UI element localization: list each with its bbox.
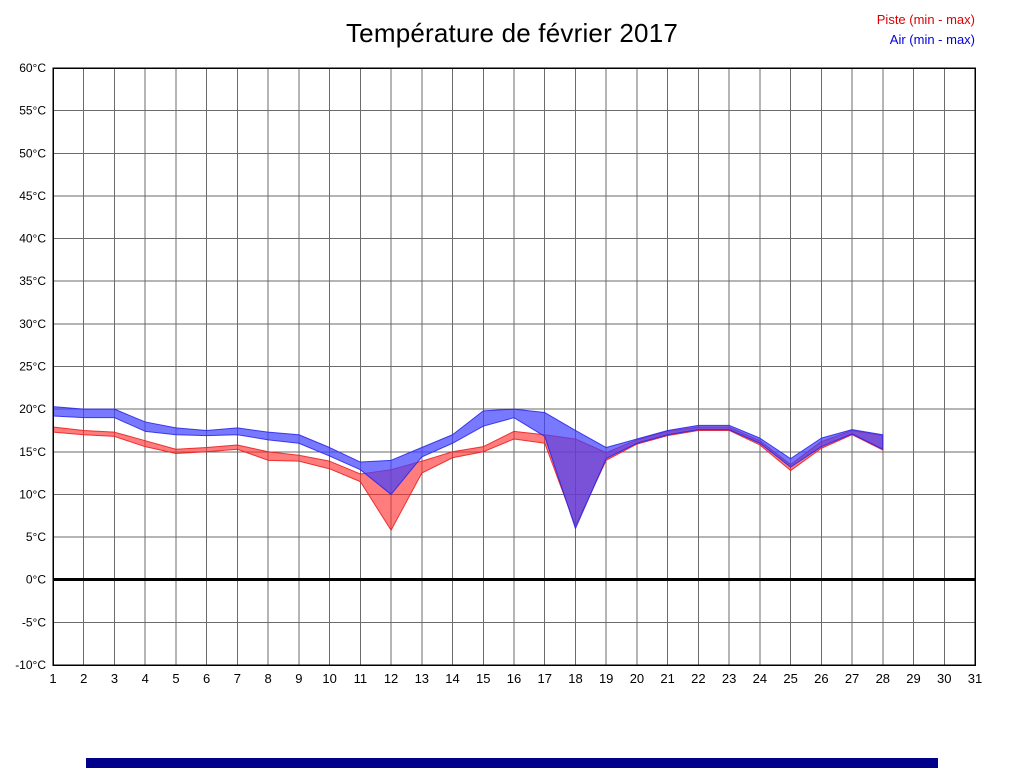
y-axis-label: 55°C — [19, 104, 46, 118]
x-axis-label: 16 — [507, 671, 521, 686]
x-axis-label: 11 — [354, 671, 368, 686]
x-axis-label: 19 — [599, 671, 613, 686]
y-axis-label: 30°C — [19, 317, 46, 331]
chart-legend: Piste (min - max) Air (min - max) — [877, 10, 975, 50]
x-axis-label: 12 — [384, 671, 398, 686]
x-axis-label: 29 — [906, 671, 920, 686]
x-axis-label: 3 — [111, 671, 118, 686]
x-axis-label: 23 — [722, 671, 736, 686]
x-axis-label: 1 — [49, 671, 56, 686]
legend-air: Air (min - max) — [889, 32, 975, 47]
x-axis-label: 26 — [814, 671, 828, 686]
x-axis-label: 20 — [630, 671, 644, 686]
y-axis-label: 20°C — [19, 402, 46, 416]
y-axis-label: 40°C — [19, 232, 46, 246]
x-axis-label: 22 — [691, 671, 705, 686]
plot-border — [52, 67, 976, 666]
y-axis-label: 60°C — [19, 61, 46, 75]
y-axis-label: -10°C — [15, 658, 46, 672]
y-axis-label: -5°C — [22, 615, 46, 629]
x-axis-label: 30 — [937, 671, 951, 686]
x-axis-label: 7 — [234, 671, 241, 686]
x-axis-label: 24 — [753, 671, 767, 686]
x-axis-label: 25 — [783, 671, 797, 686]
x-axis-label: 10 — [322, 671, 336, 686]
x-axis-label: 15 — [476, 671, 490, 686]
x-axis-label: 4 — [142, 671, 149, 686]
y-axis-label: 0°C — [26, 573, 46, 587]
x-axis-label: 13 — [415, 671, 429, 686]
legend-piste: Piste (min - max) — [876, 12, 975, 27]
y-axis-label: 25°C — [19, 360, 46, 374]
x-axis-label: 6 — [203, 671, 210, 686]
x-axis-label: 18 — [568, 671, 582, 686]
x-axis-label: 28 — [876, 671, 890, 686]
x-axis-label: 17 — [537, 671, 551, 686]
x-axis-label: 14 — [445, 671, 459, 686]
band-piste — [52, 426, 884, 531]
bottom-scrollbar[interactable] — [86, 758, 938, 768]
y-axis-label: 15°C — [19, 445, 46, 459]
x-axis-label: 9 — [295, 671, 302, 686]
x-axis-label: 2 — [80, 671, 87, 686]
y-axis-label: 35°C — [19, 274, 46, 288]
x-axis-label: 5 — [172, 671, 179, 686]
chart-title: Température de février 2017 — [345, 18, 679, 48]
y-axis-label: 10°C — [19, 487, 46, 501]
x-axis-label: 8 — [265, 671, 272, 686]
y-axis-label: 45°C — [19, 189, 46, 203]
y-axis-label: 50°C — [19, 146, 46, 160]
x-axis-label: 21 — [660, 671, 674, 686]
band-air — [52, 406, 884, 530]
y-axis-label: 5°C — [26, 530, 46, 544]
x-axis-label: 27 — [845, 671, 859, 686]
x-axis-label: 31 — [968, 671, 982, 686]
